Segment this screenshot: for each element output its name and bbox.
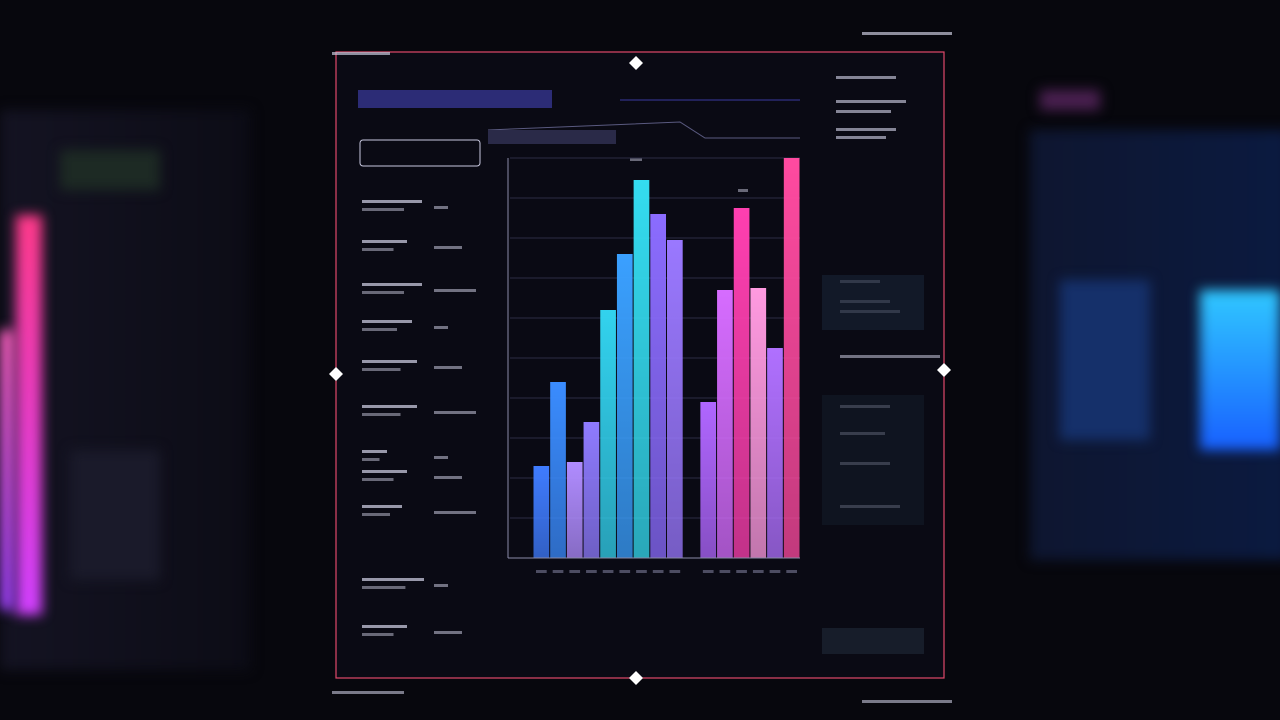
panel [822,628,924,654]
x-tick-scribble [602,570,614,573]
bar [550,382,566,558]
text-scribble [840,355,940,358]
x-tick-scribble [752,570,764,573]
text-scribble [332,691,404,694]
text-scribble [362,478,394,481]
text-scribble [836,128,896,131]
handle [937,363,951,377]
decoration [332,32,952,703]
bar [616,254,633,558]
text-scribble [362,283,422,286]
text-scribble [362,413,401,416]
text-scribble [362,328,397,331]
text-scribble [836,100,906,103]
text-scribble [434,511,476,514]
x-tick-scribble [552,570,564,573]
bar [533,466,550,558]
text-scribble [332,52,390,55]
text-scribble [738,189,748,192]
text-scribble [362,505,402,508]
text-scribble [362,320,412,323]
text-scribble [434,206,448,209]
bar [767,348,783,558]
text-scribble [362,248,394,251]
tab-outline [487,121,800,139]
text-scribble [434,246,462,249]
text-scribble [434,289,476,292]
bar [583,422,600,558]
text-scribble [362,360,417,363]
handle [629,671,643,685]
text-scribble [630,158,642,161]
bar [733,208,750,558]
handle [629,56,643,70]
bar [717,290,733,558]
text-scribble [362,625,407,628]
bar [783,158,800,558]
text-scribble [362,470,407,473]
text-scribble [862,32,952,35]
x-tick-scribble [652,570,664,573]
text-scribble [362,513,390,516]
chart [510,157,800,573]
text-scribble [362,586,406,589]
bar [650,214,666,558]
panel [822,395,924,525]
label-box [359,139,481,167]
text-scribble [836,110,891,113]
right-block [1040,90,1100,110]
x-tick-scribble [569,570,581,573]
bar [633,180,650,558]
left-glow-bar [0,330,14,610]
text-scribble [362,458,380,461]
text-scribble [362,405,417,408]
bar [566,462,583,558]
right-block [1060,280,1150,440]
text-scribble [362,633,394,636]
text-scribble [362,450,387,453]
text-scribble [362,291,404,294]
x-tick-scribble [636,570,647,573]
left-glow-bar [16,215,42,615]
x-tick-scribble [736,570,747,573]
left-block [70,450,160,580]
x-tick-scribble [719,570,731,573]
text-scribble [836,76,896,79]
panel [822,275,924,330]
text-scribble [434,476,462,479]
handle [329,367,343,381]
text-scribble [434,411,476,414]
bar [700,402,717,558]
x-tick-scribble [619,570,631,573]
text-scribble [434,584,448,587]
text-scribble [434,631,462,634]
right-glow [1200,290,1280,450]
text-scribble [434,366,462,369]
text-scribble [362,200,422,203]
x-tick-scribble [536,570,547,573]
tab [488,130,616,144]
text-scribble [434,456,448,459]
text-scribble [362,578,424,581]
bar [600,310,616,558]
x-tick-scribble [786,570,797,573]
x-tick-scribble [669,570,681,573]
x-tick-scribble [769,570,781,573]
x-tick-scribble [702,570,714,573]
text-scribble [836,136,886,139]
text-scribble [862,700,952,703]
text-scribble [434,326,448,329]
header-bar [358,90,552,108]
text-scribble [362,368,401,371]
left-block [60,150,160,190]
text-scribble [362,240,407,243]
bar [667,240,683,558]
bar [750,288,767,558]
x-tick-scribble [586,570,597,573]
text-scribble [362,208,404,211]
